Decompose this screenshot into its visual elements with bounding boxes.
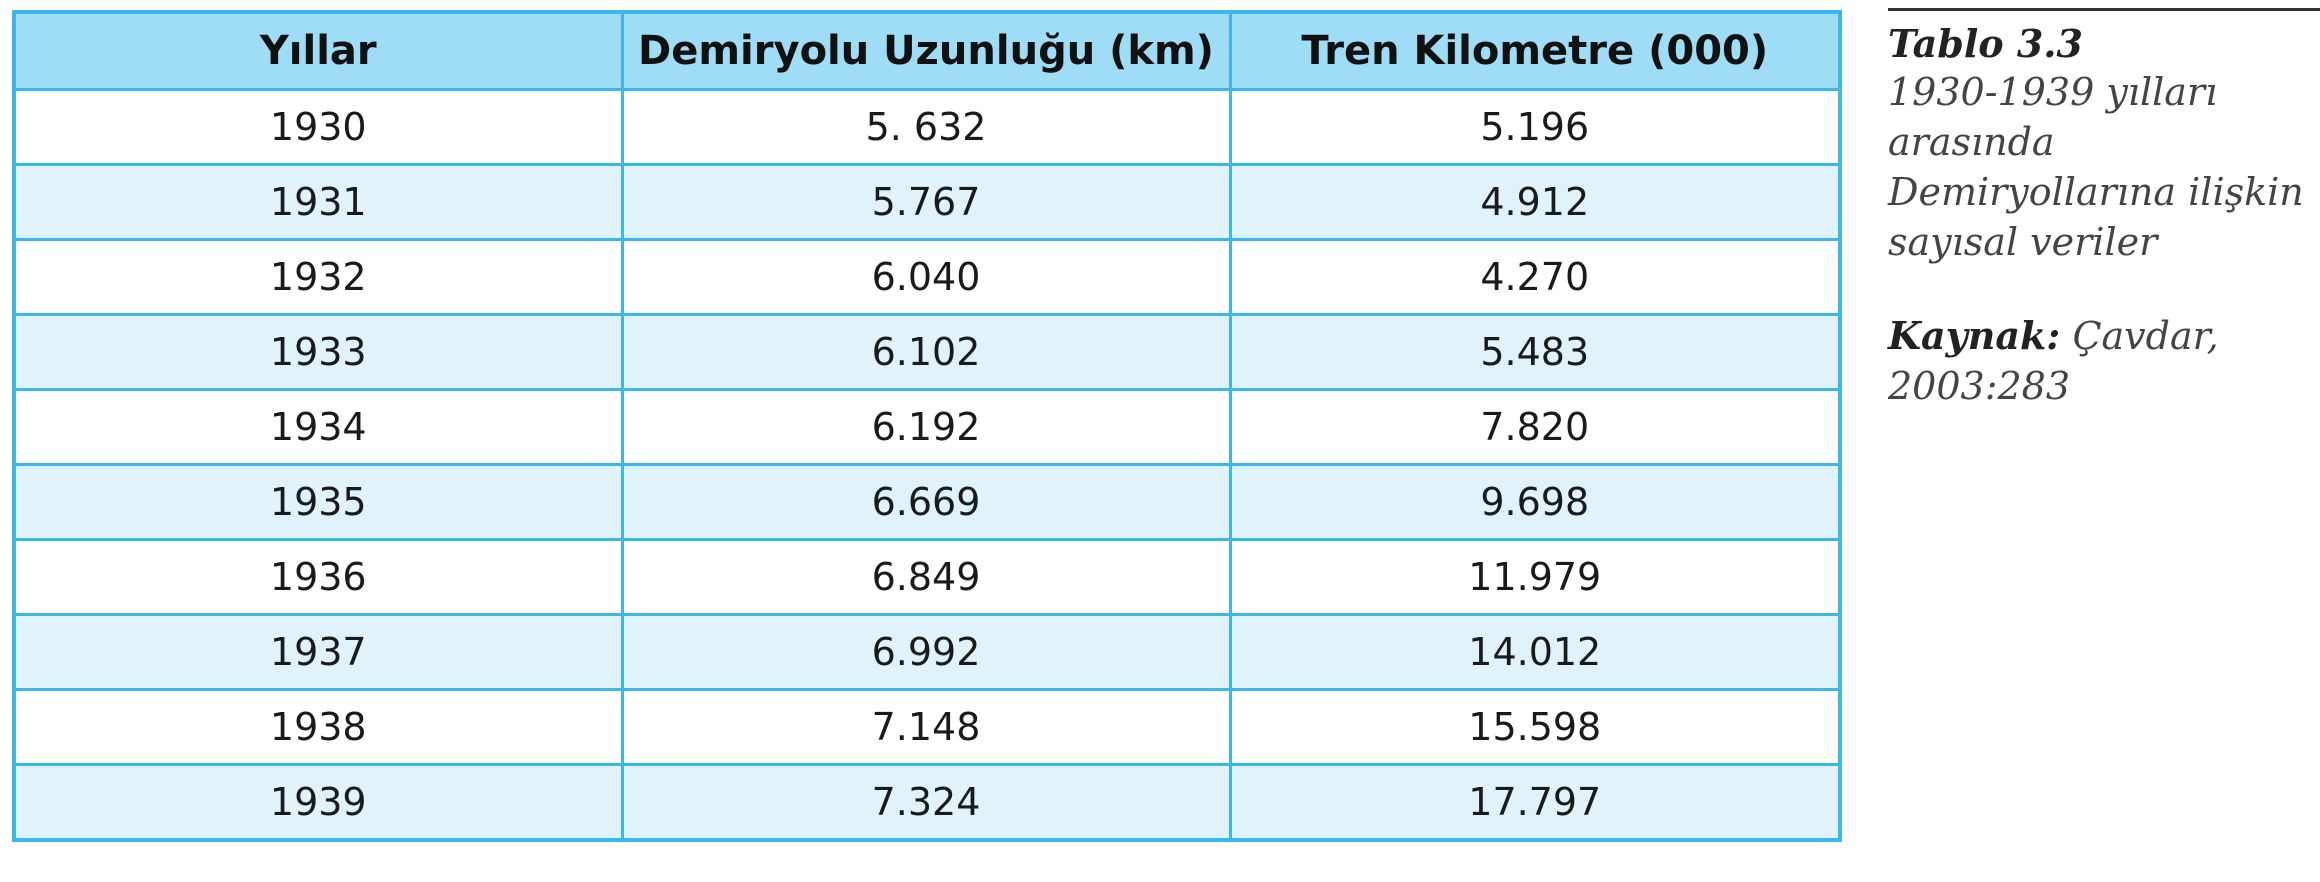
table-row: 1938 7.148 15.598 — [12, 688, 1842, 766]
table-row: 1932 6.040 4.270 — [12, 238, 1842, 316]
table-header-row: Yıllar Demiryolu Uzunluğu (km) Tren Kilo… — [12, 10, 1842, 91]
cell-year: 1933 — [12, 313, 624, 391]
caption-title: Tablo 3.3 — [1888, 21, 2083, 66]
table-row: 1937 6.992 14.012 — [12, 613, 1842, 691]
cell-train-km: 14.012 — [1228, 613, 1842, 691]
cell-railway-length: 6.040 — [620, 238, 1232, 316]
caption-divider — [1888, 8, 2320, 11]
table-caption: Tablo 3.3 1930-1939 yılları arasında Dem… — [1888, 8, 2320, 412]
source-label: Kaynak: — [1888, 313, 2061, 359]
cell-year: 1939 — [12, 763, 624, 842]
cell-railway-length: 7.148 — [620, 688, 1232, 766]
table-row: 1936 6.849 11.979 — [12, 538, 1842, 616]
cell-year: 1930 — [12, 88, 624, 166]
table-row: 1931 5.767 4.912 — [12, 163, 1842, 241]
cell-railway-length: 6.992 — [620, 613, 1232, 691]
header-railway-length: Demiryolu Uzunluğu (km) — [620, 10, 1232, 91]
table-row: 1934 6.192 7.820 — [12, 388, 1842, 466]
cell-year: 1938 — [12, 688, 624, 766]
source-value: Çavdar, 2003:283 — [1888, 314, 2219, 409]
cell-railway-length: 5. 632 — [620, 88, 1232, 166]
cell-railway-length: 6.192 — [620, 388, 1232, 466]
table-row: 1933 6.102 5.483 — [12, 313, 1842, 391]
cell-railway-length: 6.102 — [620, 313, 1232, 391]
cell-train-km: 5.196 — [1228, 88, 1842, 166]
cell-train-km: 4.270 — [1228, 238, 1842, 316]
cell-train-km: 17.797 — [1228, 763, 1842, 842]
cell-train-km: 5.483 — [1228, 313, 1842, 391]
cell-railway-length: 7.324 — [620, 763, 1232, 842]
cell-year: 1934 — [12, 388, 624, 466]
header-years: Yıllar — [12, 10, 624, 91]
cell-train-km: 7.820 — [1228, 388, 1842, 466]
cell-train-km: 15.598 — [1228, 688, 1842, 766]
table-row: 1930 5. 632 5.196 — [12, 88, 1842, 166]
cell-year: 1931 — [12, 163, 624, 241]
header-train-km: Tren Kilometre (000) — [1228, 10, 1842, 91]
cell-railway-length: 6.849 — [620, 538, 1232, 616]
cell-year: 1937 — [12, 613, 624, 691]
caption-description: 1930-1939 yılları arasında Demiryolların… — [1888, 69, 2304, 265]
caption-source: Kaynak: Çavdar, 2003:283 — [1888, 311, 2320, 411]
cell-railway-length: 5.767 — [620, 163, 1232, 241]
table-row: 1939 7.324 17.797 — [12, 763, 1842, 842]
cell-year: 1932 — [12, 238, 624, 316]
cell-train-km: 9.698 — [1228, 463, 1842, 541]
railway-data-table: Yıllar Demiryolu Uzunluğu (km) Tren Kilo… — [12, 10, 1842, 842]
cell-year: 1936 — [12, 538, 624, 616]
cell-train-km: 11.979 — [1228, 538, 1842, 616]
cell-train-km: 4.912 — [1228, 163, 1842, 241]
table-row: 1935 6.669 9.698 — [12, 463, 1842, 541]
cell-year: 1935 — [12, 463, 624, 541]
cell-railway-length: 6.669 — [620, 463, 1232, 541]
